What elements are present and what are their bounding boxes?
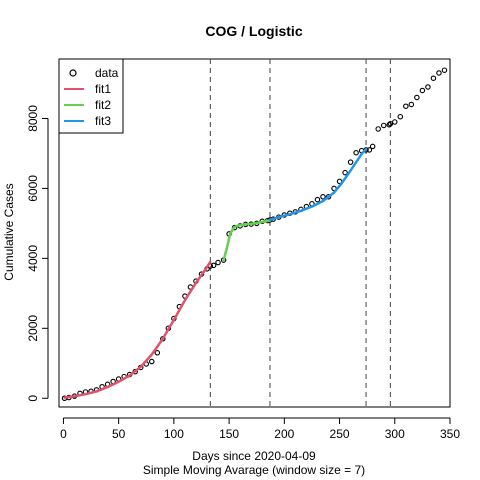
series-line-fit2 [222,219,272,262]
data-point [366,147,373,153]
plot-area: 0 50 100 150 200 250 300 350 0 2000 4000 6000 8000 [26,58,460,441]
y-tick-label: 4000 [26,245,40,272]
data-point [210,262,217,269]
legend-label-fit1: fit1 [95,82,111,96]
data-point [430,75,437,81]
x-tick-label: 250 [330,427,350,441]
series-line-fit3 [268,147,368,222]
data-point [403,103,409,109]
x-tick-label: 300 [385,427,405,441]
data-point [408,101,415,108]
data-point [342,169,348,176]
legend-label-data: data [95,66,119,80]
y-tick-label: 6000 [26,175,40,202]
x-tick-label: 0 [60,427,67,441]
data-point [414,94,420,101]
data-point [347,159,354,165]
x-tick-label: 350 [440,427,460,441]
data-point [397,113,404,120]
y-tick-label: 2000 [26,315,40,342]
legend: data fit1 fit2 fit3 [58,58,124,134]
data-point [419,87,426,94]
data-point [425,84,431,90]
data-point [314,196,321,203]
x-axis-label: Days since 2020-04-09 [192,449,316,463]
x-tick-label: 100 [164,427,184,441]
legend-label-fit2: fit2 [95,98,111,112]
data-point [441,67,448,73]
x-axis-sublabel: Simple Moving Avarage (window size = 7) [143,463,365,477]
data-point [386,122,393,128]
data-point [436,70,442,76]
legend-label-fit3: fit3 [95,114,111,128]
data-point [387,120,394,127]
y-tick-label: 8000 [26,105,40,132]
legend-marker-data [69,69,77,77]
data-point [375,126,381,132]
data-point [325,194,332,200]
data-point [149,358,155,365]
series-line-fit1 [63,260,212,399]
x-tick-label: 150 [219,427,239,441]
data-point [320,194,326,200]
x-tick-label: 200 [274,427,294,441]
data-point [392,119,398,125]
data-point [369,143,376,150]
data-point [154,350,161,356]
y-axis-label: Cumulative Cases [2,183,16,280]
x-tick-label: 50 [112,427,126,441]
chart-title: COG / Logistic [205,23,302,39]
data-point [380,122,387,129]
data-point [353,149,359,156]
data-point [215,259,221,266]
plot-frame [58,58,451,408]
y-tick-label: 0 [26,395,40,402]
